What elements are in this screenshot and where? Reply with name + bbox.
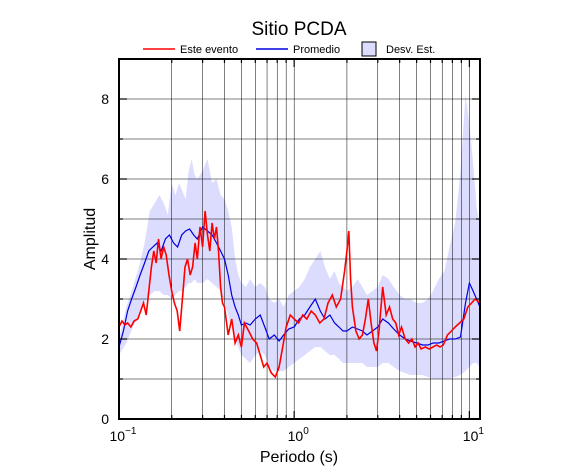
legend-label-std: Desv. Est. — [386, 44, 435, 56]
series-line-event — [118, 210, 481, 379]
plot-area: 0 2 4 6 8 10−1 100 101 — [101, 58, 485, 444]
x-tick-label: 10−1 — [110, 426, 137, 444]
legend-label-mean: Promedio — [293, 44, 340, 56]
legend: Este evento Promedio Desv. Est. — [143, 41, 435, 57]
legend-label-event: Este evento — [180, 44, 238, 56]
y-tick-label: 8 — [101, 91, 109, 107]
plot-frame — [118, 58, 481, 420]
std-band — [119, 95, 480, 379]
chart-title: Sitio PCDA — [251, 19, 346, 40]
axis-ticks: 0 2 4 6 8 10−1 100 101 — [101, 58, 485, 444]
x-axis-label: Periodo (s) — [260, 449, 338, 466]
y-tick-label: 0 — [101, 411, 109, 427]
series-line-mean — [118, 226, 481, 348]
x-tick-label: 100 — [288, 426, 310, 444]
y-tick-label: 4 — [101, 251, 109, 267]
y-axis-label: Amplitud — [82, 208, 99, 270]
y-tick-label: 2 — [101, 331, 109, 347]
grid — [119, 59, 480, 419]
x-tick-label: 101 — [463, 426, 485, 444]
legend-swatch-std — [361, 41, 377, 57]
y-tick-label: 6 — [101, 171, 109, 187]
